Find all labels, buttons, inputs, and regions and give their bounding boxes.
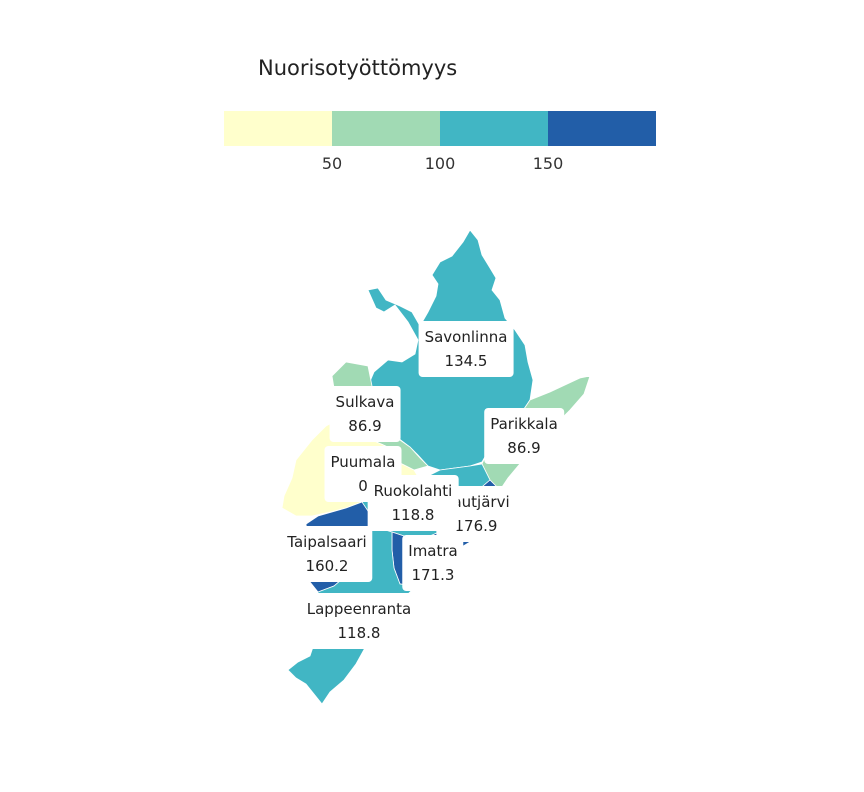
label-value: 118.8 <box>337 624 381 642</box>
label-name: Parikkala <box>490 415 558 433</box>
label-parikkala: Parikkala 86.9 <box>484 408 564 464</box>
label-value: 0 <box>358 477 368 495</box>
label-value: 86.9 <box>507 439 541 457</box>
label-savonlinna: Savonlinna 134.5 <box>418 321 514 377</box>
legend-bin-2 <box>332 111 440 146</box>
label-imatra: Imatra 171.3 <box>402 535 464 591</box>
label-name: Lappeenranta <box>306 600 412 618</box>
legend-tick-50: 50 <box>321 154 343 173</box>
label-value: 134.5 <box>444 352 488 370</box>
label-name: Taipalsaari <box>287 533 367 551</box>
label-value: 160.2 <box>305 557 349 575</box>
legend-bin-1 <box>224 111 332 146</box>
label-ruokolahti: Ruokolahti 118.8 <box>367 475 459 531</box>
label-name: Rautjärvi <box>442 493 510 511</box>
label-value: 176.9 <box>454 517 498 535</box>
legend-title: Nuorisotyöttömyys <box>258 56 458 80</box>
label-value: 171.3 <box>411 566 455 584</box>
label-value: 86.9 <box>348 417 382 435</box>
label-name: Imatra <box>408 542 458 560</box>
label-lappeenranta: Lappeenranta 118.8 <box>300 593 418 649</box>
legend-colorbar <box>224 111 656 146</box>
label-sulkava: Sulkava 86.9 <box>329 386 401 442</box>
label-taipalsaari: Taipalsaari 160.2 <box>281 526 373 582</box>
label-value: 118.8 <box>391 506 435 524</box>
legend-bin-3 <box>440 111 548 146</box>
legend-bin-4 <box>548 111 656 146</box>
legend-tick-100: 100 <box>424 154 456 173</box>
legend-tick-150: 150 <box>532 154 564 173</box>
label-name: Savonlinna <box>424 328 508 346</box>
label-name: Puumala <box>330 453 396 471</box>
label-name: Ruokolahti <box>373 482 453 500</box>
label-name: Sulkava <box>335 393 395 411</box>
